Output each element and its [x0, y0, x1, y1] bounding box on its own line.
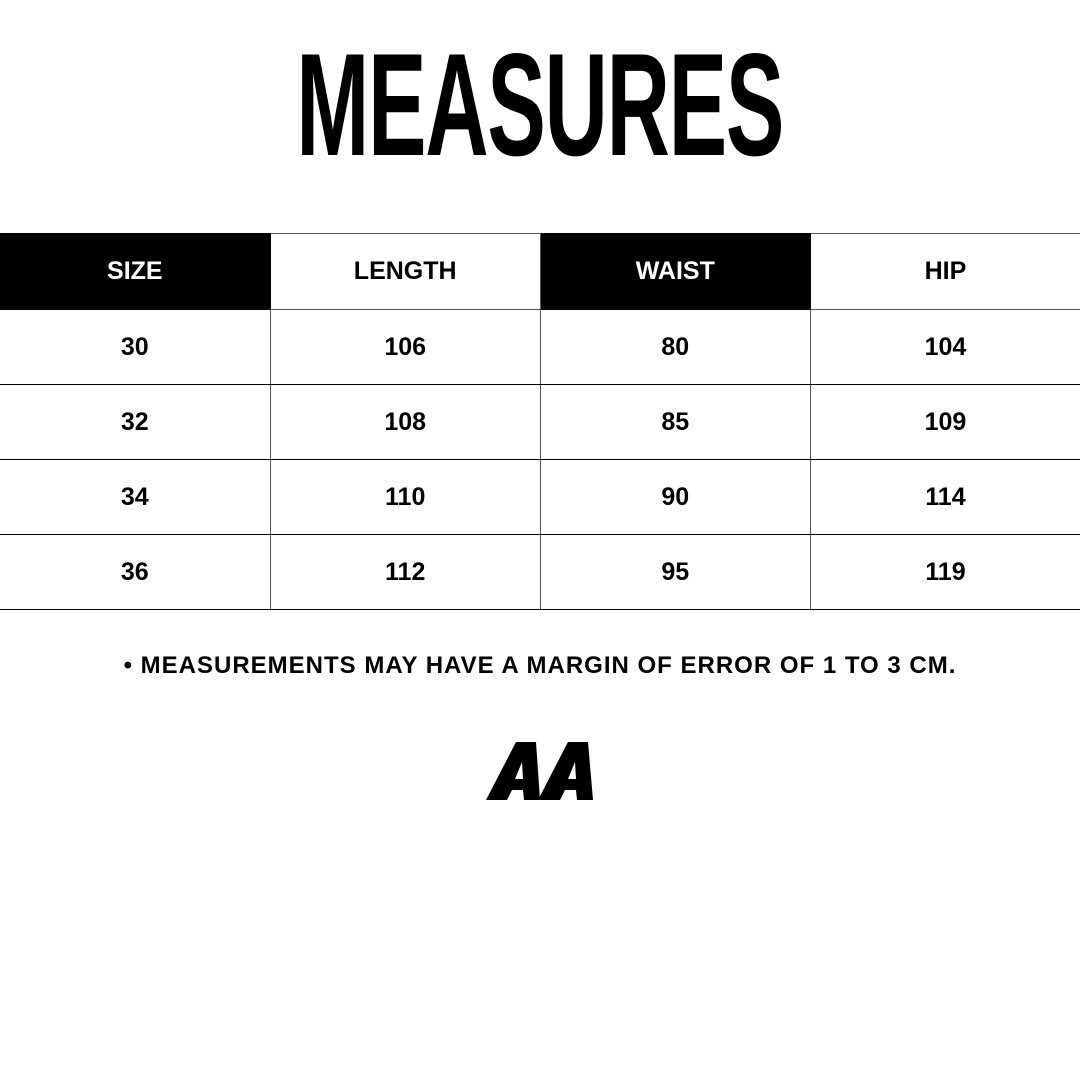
header-length: LENGTH	[269, 233, 541, 310]
cell-waist: 85	[539, 384, 811, 460]
cell-length: 106	[269, 309, 541, 385]
header-waist: WAIST	[539, 233, 811, 310]
table-row: 36 112 95 119	[0, 534, 1080, 610]
title-text: MEASURES	[296, 23, 785, 186]
table-row: 34 110 90 114	[0, 459, 1080, 535]
header-size: SIZE	[0, 233, 271, 310]
page-title: MEASURES	[0, 30, 1080, 180]
brand-logo	[486, 742, 593, 800]
cell-size: 34	[0, 459, 271, 535]
cell-length: 112	[269, 534, 541, 610]
cell-hip: 109	[809, 384, 1080, 460]
measurement-note: • MEASUREMENTS MAY HAVE A MARGIN OF ERRO…	[123, 652, 957, 679]
cell-length: 108	[269, 384, 541, 460]
header-hip: HIP	[809, 233, 1080, 310]
cell-hip: 104	[809, 309, 1080, 385]
cell-hip: 119	[809, 534, 1080, 610]
table-row: 30 106 80 104	[0, 309, 1080, 385]
logo-letter-a-right	[538, 742, 593, 800]
size-table: SIZE LENGTH WAIST HIP 30 106 80 104 32 1…	[0, 233, 1080, 610]
cell-size: 32	[0, 384, 271, 460]
cell-length: 110	[269, 459, 541, 535]
logo-letter-a-left	[486, 742, 540, 800]
cell-waist: 90	[539, 459, 811, 535]
cell-hip: 114	[809, 459, 1080, 535]
cell-size: 30	[0, 309, 271, 385]
table-row: 32 108 85 109	[0, 384, 1080, 460]
table-header-row: SIZE LENGTH WAIST HIP	[0, 233, 1080, 310]
cell-waist: 80	[539, 309, 811, 385]
cell-size: 36	[0, 534, 271, 610]
cell-waist: 95	[539, 534, 811, 610]
